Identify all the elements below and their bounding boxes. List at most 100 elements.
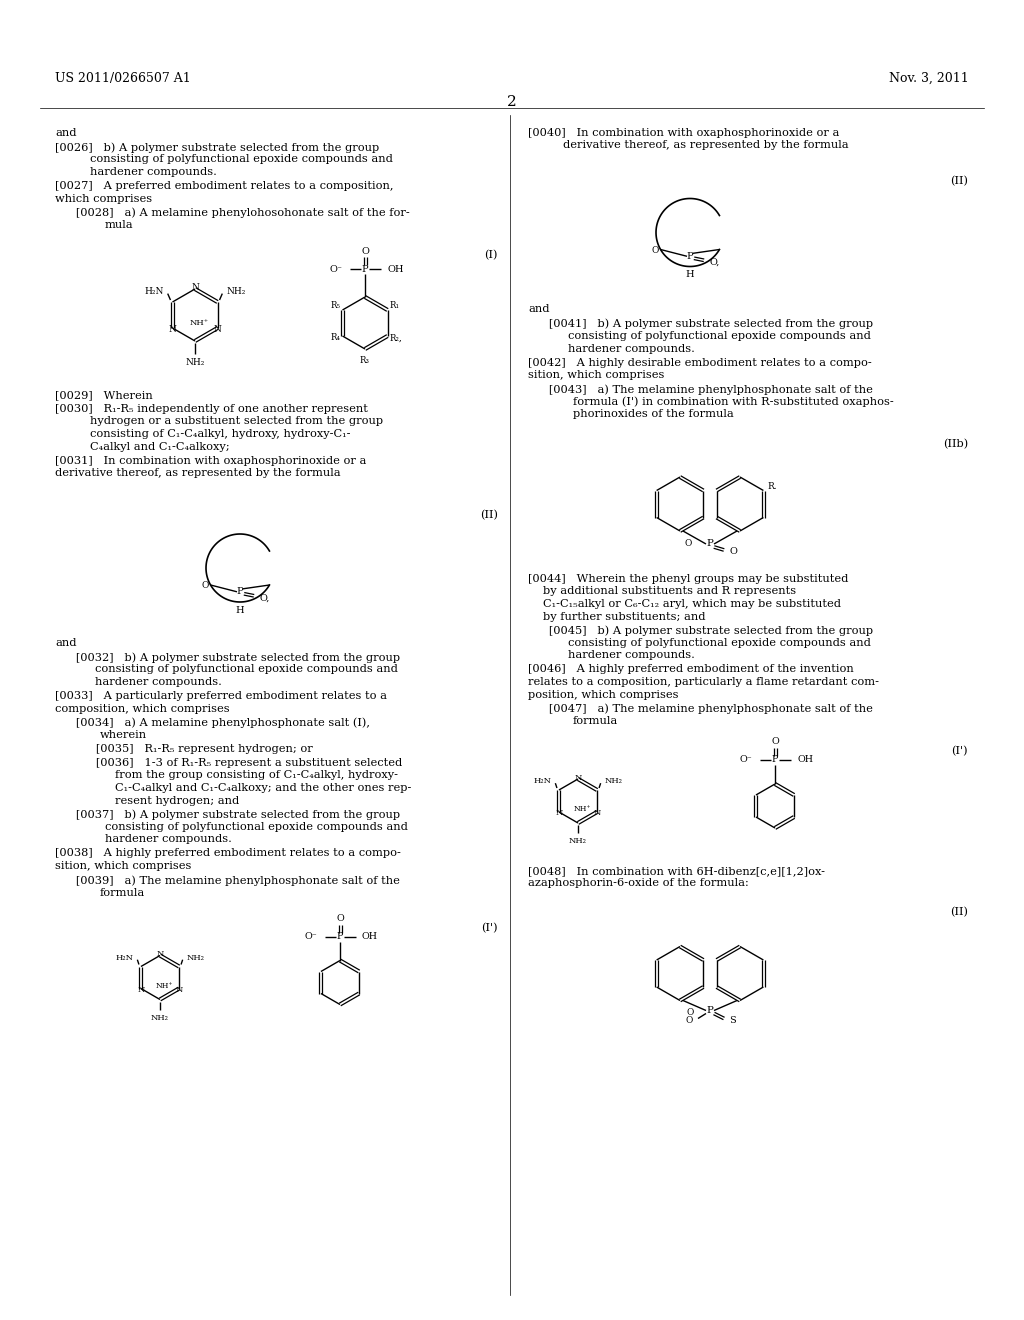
- Text: S: S: [729, 1016, 736, 1026]
- Text: [0040]   In combination with oxaphosphorinoxide or a: [0040] In combination with oxaphosphorin…: [528, 128, 840, 139]
- Text: [0035]   R₁-R₅ represent hydrogen; or: [0035] R₁-R₅ represent hydrogen; or: [85, 744, 312, 754]
- Text: R₅: R₅: [331, 301, 341, 309]
- Text: hardener compounds.: hardener compounds.: [95, 677, 222, 686]
- Text: N: N: [593, 809, 601, 817]
- Text: P: P: [337, 932, 343, 941]
- Text: US 2011/0266507 A1: US 2011/0266507 A1: [55, 73, 190, 84]
- Text: R₂,: R₂,: [389, 334, 402, 342]
- Text: hardener compounds.: hardener compounds.: [90, 168, 217, 177]
- Text: O: O: [771, 738, 779, 747]
- Text: [0043]   a) The melamine phenylphosphonate salt of the: [0043] a) The melamine phenylphosphonate…: [538, 384, 872, 395]
- Text: hardener compounds.: hardener compounds.: [568, 651, 695, 660]
- Text: consisting of polyfunctional epoxide compounds and: consisting of polyfunctional epoxide com…: [568, 638, 870, 648]
- Text: (IIb): (IIb): [943, 440, 968, 449]
- Text: O: O: [336, 913, 344, 923]
- Text: H: H: [686, 271, 694, 280]
- Text: P: P: [707, 540, 714, 549]
- Text: which comprises: which comprises: [55, 194, 153, 203]
- Text: NH₂: NH₂: [185, 358, 205, 367]
- Text: composition, which comprises: composition, which comprises: [55, 704, 229, 714]
- Text: C₄alkyl and C₁-C₄alkoxy;: C₄alkyl and C₁-C₄alkoxy;: [90, 441, 229, 451]
- Text: P: P: [237, 587, 244, 597]
- Text: R.: R.: [767, 482, 777, 491]
- Text: R₁: R₁: [389, 301, 399, 309]
- Text: formula: formula: [100, 887, 145, 898]
- Text: N: N: [574, 774, 582, 781]
- Text: NH⁺: NH⁺: [156, 982, 173, 990]
- Text: [0027]   A preferred embodiment relates to a composition,: [0027] A preferred embodiment relates to…: [55, 181, 393, 191]
- Text: C₁-C₁₅alkyl or C₆-C₁₂ aryl, which may be substituted: C₁-C₁₅alkyl or C₆-C₁₂ aryl, which may be…: [543, 599, 841, 609]
- Text: hardener compounds.: hardener compounds.: [105, 834, 231, 845]
- Text: (I'): (I'): [481, 923, 498, 933]
- Text: consisting of polyfunctional epoxide compounds and: consisting of polyfunctional epoxide com…: [105, 822, 408, 832]
- Text: from the group consisting of C₁-C₄alkyl, hydroxy-: from the group consisting of C₁-C₄alkyl,…: [115, 771, 398, 780]
- Text: [0048]   In combination with 6H-dibenz[c,e][1,2]ox-: [0048] In combination with 6H-dibenz[c,e…: [528, 866, 825, 876]
- Text: H₂N: H₂N: [144, 286, 164, 296]
- Text: phorinoxides of the formula: phorinoxides of the formula: [573, 409, 734, 418]
- Text: Nov. 3, 2011: Nov. 3, 2011: [889, 73, 969, 84]
- Text: NH⁺: NH⁺: [189, 319, 209, 327]
- Text: [0045]   b) A polymer substrate selected from the group: [0045] b) A polymer substrate selected f…: [538, 626, 873, 636]
- Text: [0032]   b) A polymer substrate selected from the group: [0032] b) A polymer substrate selected f…: [65, 652, 400, 663]
- Text: azaphosphorin-6-oxide of the formula:: azaphosphorin-6-oxide of the formula:: [528, 879, 749, 888]
- Text: [0029]   Wherein: [0029] Wherein: [55, 389, 153, 400]
- Text: wherein: wherein: [100, 730, 147, 741]
- Text: and: and: [55, 638, 77, 648]
- Text: consisting of polyfunctional epoxide compounds and: consisting of polyfunctional epoxide com…: [95, 664, 398, 675]
- Text: [0038]   A highly preferred embodiment relates to a compo-: [0038] A highly preferred embodiment rel…: [55, 849, 400, 858]
- Text: [0033]   A particularly preferred embodiment relates to a: [0033] A particularly preferred embodime…: [55, 690, 387, 701]
- Text: (I): (I): [484, 249, 498, 260]
- Text: [0047]   a) The melamine phenylphosphonate salt of the: [0047] a) The melamine phenylphosphonate…: [538, 704, 872, 714]
- Text: P: P: [772, 755, 778, 764]
- Text: [0036]   1-3 of R₁-R₅ represent a substituent selected: [0036] 1-3 of R₁-R₅ represent a substitu…: [85, 758, 402, 768]
- Text: OH: OH: [797, 755, 813, 764]
- Text: formula (I') in combination with R-substituted oxaphos-: formula (I') in combination with R-subst…: [573, 396, 894, 407]
- Text: consisting of polyfunctional epoxide compounds and: consisting of polyfunctional epoxide com…: [90, 154, 393, 165]
- Text: O⁻: O⁻: [739, 755, 752, 764]
- Text: and: and: [55, 128, 77, 139]
- Text: O,: O,: [709, 257, 720, 267]
- Text: (I'): (I'): [951, 746, 968, 756]
- Text: P: P: [361, 264, 369, 273]
- Text: O: O: [201, 582, 209, 590]
- Text: O: O: [684, 539, 691, 548]
- Text: sition, which comprises: sition, which comprises: [55, 861, 191, 871]
- Text: O: O: [686, 1016, 693, 1026]
- Text: [0034]   a) A melamine phenylphosphonate salt (I),: [0034] a) A melamine phenylphosphonate s…: [65, 718, 370, 729]
- Text: derivative thereof, as represented by the formula: derivative thereof, as represented by th…: [55, 469, 341, 478]
- Text: H: H: [236, 606, 245, 615]
- Text: [0030]   R₁-R₅ independently of one another represent: [0030] R₁-R₅ independently of one anothe…: [55, 404, 368, 414]
- Text: [0037]   b) A polymer substrate selected from the group: [0037] b) A polymer substrate selected f…: [65, 809, 400, 820]
- Text: by further substituents; and: by further substituents; and: [543, 611, 706, 622]
- Text: [0044]   Wherein the phenyl groups may be substituted: [0044] Wherein the phenyl groups may be …: [528, 574, 848, 583]
- Text: N: N: [555, 809, 562, 817]
- Text: [0031]   In combination with oxaphosphorinoxide or a: [0031] In combination with oxaphosphorin…: [55, 455, 367, 466]
- Text: NH₂: NH₂: [226, 286, 246, 296]
- Text: [0041]   b) A polymer substrate selected from the group: [0041] b) A polymer substrate selected f…: [538, 318, 873, 329]
- Text: O: O: [729, 548, 737, 557]
- Text: (II): (II): [950, 176, 968, 186]
- Text: R₃: R₃: [360, 356, 370, 366]
- Text: O,: O,: [259, 593, 269, 602]
- Text: OH: OH: [362, 932, 378, 941]
- Text: O⁻: O⁻: [304, 932, 317, 941]
- Text: [0046]   A highly preferred embodiment of the invention: [0046] A highly preferred embodiment of …: [528, 664, 854, 675]
- Text: OH: OH: [387, 264, 403, 273]
- Text: consisting of C₁-C₄alkyl, hydroxy, hydroxy-C₁-: consisting of C₁-C₄alkyl, hydroxy, hydro…: [90, 429, 350, 440]
- Text: [0026]   b) A polymer substrate selected from the group: [0026] b) A polymer substrate selected f…: [55, 143, 379, 153]
- Text: NH⁺: NH⁺: [573, 805, 591, 813]
- Text: mula: mula: [105, 220, 133, 230]
- Text: NH₂: NH₂: [151, 1014, 169, 1022]
- Text: consisting of polyfunctional epoxide compounds and: consisting of polyfunctional epoxide com…: [568, 331, 870, 341]
- Text: N: N: [214, 325, 221, 334]
- Text: N: N: [175, 986, 182, 994]
- Text: O⁻: O⁻: [329, 264, 342, 273]
- Text: H₂N: H₂N: [116, 953, 133, 962]
- Text: NH₂: NH₂: [186, 953, 205, 962]
- Text: P: P: [707, 1006, 714, 1015]
- Text: [0028]   a) A melamine phenylohosohonate salt of the for-: [0028] a) A melamine phenylohosohonate s…: [65, 207, 410, 218]
- Text: N: N: [137, 986, 144, 994]
- Text: C₁-C₄alkyl and C₁-C₄alkoxy; and the other ones rep-: C₁-C₄alkyl and C₁-C₄alkoxy; and the othe…: [115, 783, 412, 793]
- Text: sition, which comprises: sition, which comprises: [528, 370, 665, 380]
- Text: O: O: [361, 247, 369, 256]
